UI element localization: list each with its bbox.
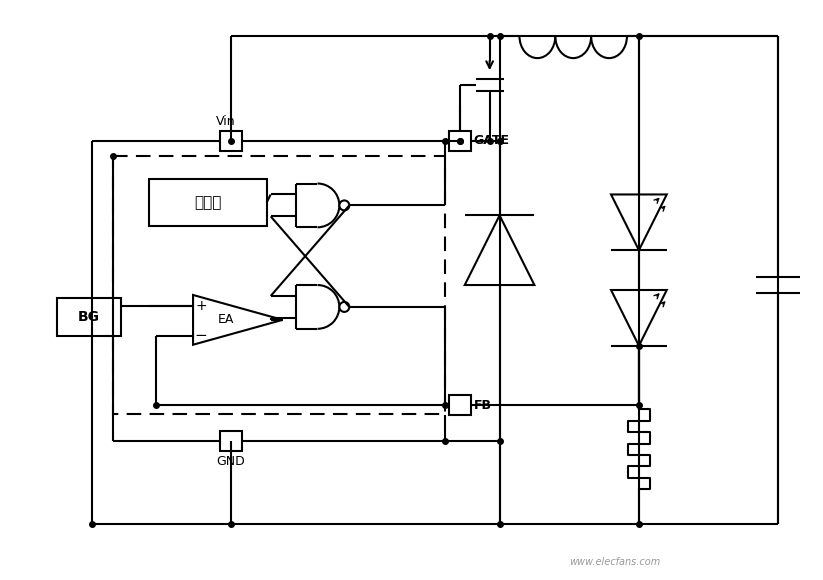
Text: −: − (194, 328, 207, 343)
Text: GND: GND (216, 455, 244, 468)
Bar (149, 179, 267, 226)
Text: 振荡器: 振荡器 (194, 195, 221, 210)
Text: FB: FB (474, 399, 491, 412)
Polygon shape (465, 215, 534, 285)
Circle shape (339, 201, 349, 211)
Polygon shape (611, 290, 667, 346)
Text: www.elecfans.com: www.elecfans.com (570, 557, 661, 567)
Text: +: + (195, 299, 207, 313)
Bar (449, 130, 471, 151)
Polygon shape (193, 295, 282, 345)
Text: Vin: Vin (216, 115, 235, 128)
Polygon shape (611, 194, 667, 250)
Bar (220, 130, 242, 151)
Bar (220, 432, 242, 451)
Circle shape (339, 302, 349, 312)
Bar (114, 155, 445, 414)
Text: EA: EA (218, 313, 234, 327)
Bar (449, 396, 471, 415)
Text: GATE: GATE (474, 134, 509, 147)
Bar (57, 298, 122, 336)
Text: BG: BG (77, 310, 100, 324)
